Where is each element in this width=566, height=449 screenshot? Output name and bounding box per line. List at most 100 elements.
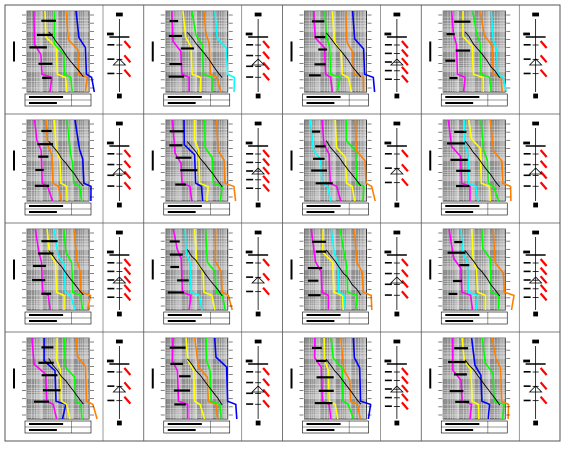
breaker-label-block	[384, 371, 392, 373]
breaker-label-block	[523, 44, 531, 46]
annotation-block	[454, 20, 471, 23]
chart-annotations	[34, 129, 54, 187]
tcc-curve	[489, 119, 512, 202]
tcc-curve-black	[325, 140, 362, 187]
breaker-label-block	[246, 178, 254, 181]
transformer-symbol	[528, 58, 543, 66]
source-block	[393, 121, 401, 126]
tcc-curve	[171, 119, 193, 202]
breaker-label-block	[523, 287, 531, 290]
breaker-label-block	[246, 276, 254, 278]
breaker-mark	[401, 258, 409, 267]
bus-label-block	[106, 32, 114, 36]
title-text-block	[306, 205, 341, 207]
breaker-label-block	[523, 153, 531, 155]
load-symbol	[394, 311, 400, 317]
breaker-mark	[262, 258, 270, 267]
axis-ticks	[299, 123, 372, 198]
title-block	[24, 93, 92, 107]
tcc-curve	[462, 11, 485, 93]
y-axis-title-block	[429, 41, 432, 62]
tcc-curve	[450, 10, 466, 93]
annotation-block	[180, 47, 194, 50]
annotation-block	[169, 240, 180, 243]
annotation-block	[41, 240, 58, 243]
tcc-curve	[492, 228, 515, 311]
cell-r1c3	[290, 10, 409, 107]
chart-annotations	[311, 346, 334, 405]
tcc-curve	[63, 337, 83, 420]
bus-label-block	[245, 32, 253, 36]
breaker-label-block	[246, 65, 254, 68]
title-text-block	[445, 205, 480, 207]
one-line-diagram	[523, 121, 548, 208]
annotation-block	[454, 240, 463, 244]
tcc-curve-black	[48, 358, 84, 405]
annotation-block	[452, 279, 462, 283]
annotation-block	[38, 361, 54, 364]
title-text-block	[29, 96, 64, 98]
annotation-block	[454, 130, 467, 133]
tcc-curve	[321, 228, 344, 311]
title-text-block	[29, 314, 64, 316]
axis-ticks	[438, 341, 511, 416]
annotation-block	[315, 145, 326, 148]
title-text-block	[306, 429, 335, 431]
transformer-symbol	[251, 276, 266, 284]
tcc-curve	[66, 119, 83, 202]
breaker-label-block	[384, 69, 392, 72]
tcc-curve	[470, 337, 491, 420]
breaker-mark	[401, 367, 409, 376]
breaker-label-block	[246, 44, 254, 46]
annotation-block	[169, 130, 184, 133]
bus-label-block	[384, 359, 392, 363]
y-axis-title-block	[151, 368, 154, 389]
chart-annotations	[447, 240, 470, 296]
tcc-curve	[184, 228, 203, 311]
annotation-block	[168, 34, 183, 38]
one-line-diagram	[384, 12, 409, 99]
load-symbol	[533, 93, 539, 99]
transformer-symbol	[528, 276, 543, 284]
load-symbol	[255, 93, 261, 99]
breaker-mark	[262, 399, 270, 408]
breaker-mark	[123, 40, 132, 49]
chart-annotations	[308, 20, 328, 77]
source-block	[115, 230, 123, 235]
load-symbol	[394, 202, 400, 208]
annotation-block	[454, 347, 469, 350]
breaker-mark	[123, 381, 132, 391]
load-symbol	[116, 420, 122, 426]
title-text-block	[445, 423, 480, 425]
source-block	[115, 121, 123, 126]
breaker-mark	[262, 149, 270, 158]
breaker-label-block	[107, 296, 115, 298]
breaker-label-block	[384, 379, 392, 382]
title-text-block	[29, 102, 57, 104]
breaker-label-block	[246, 392, 254, 395]
one-line-diagram	[245, 339, 270, 426]
transformer-symbol	[251, 167, 266, 175]
title-text-block	[167, 314, 202, 316]
annotation-block	[41, 374, 58, 377]
breaker-mark	[401, 57, 409, 66]
breaker-label-block	[384, 272, 392, 275]
annotation-block	[174, 403, 186, 406]
tcc-curve-black	[464, 250, 501, 297]
title-text-block	[306, 96, 341, 98]
tcc-chart	[13, 10, 96, 107]
breaker-label-block	[384, 294, 392, 296]
breaker-label-block	[523, 72, 531, 75]
chart-annotations	[33, 346, 61, 403]
transformer-symbol	[389, 276, 404, 284]
tcc-curve	[182, 10, 202, 93]
tcc-curve	[193, 337, 219, 420]
tcc-curve	[312, 10, 334, 93]
title-text-block	[167, 429, 196, 431]
chart-annotations	[448, 347, 470, 403]
tcc-curve	[193, 228, 216, 311]
tcc-curve	[345, 119, 365, 202]
tcc-chart	[13, 228, 94, 325]
tcc-curve	[334, 119, 356, 202]
breaker-mark	[401, 40, 409, 49]
